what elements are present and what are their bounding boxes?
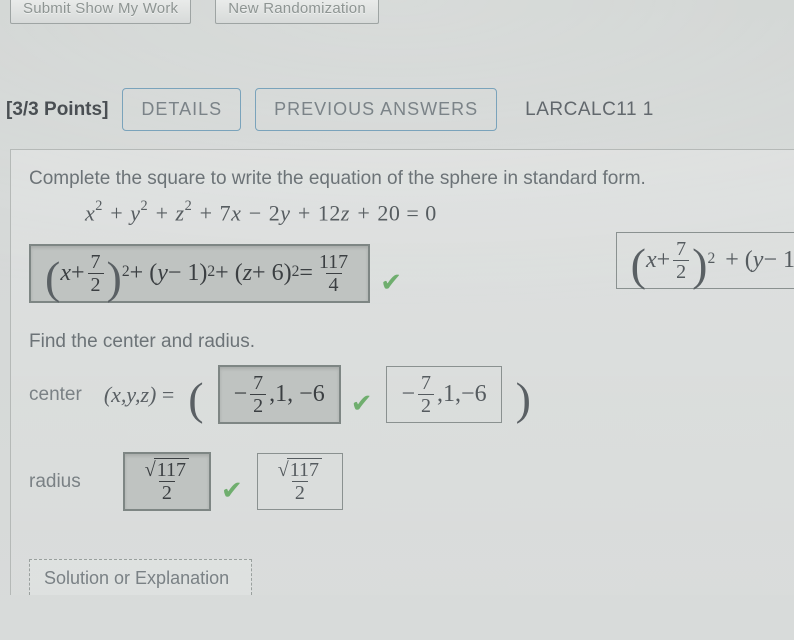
points-label: [3/3 Points] (6, 99, 108, 121)
check-icon: ✔ (351, 388, 373, 419)
center-label: center (29, 384, 82, 406)
question-panel: Complete the square to write the equatio… (10, 149, 794, 595)
standard-form-row: ( x + 72 )2 + (y − 1)2 + (z + 6)2 = 1174… (29, 244, 794, 303)
question-prompt: Complete the square to write the equatio… (29, 168, 794, 190)
center-answer[interactable]: −72,1, −6 (218, 365, 341, 424)
radius-answer[interactable]: 117 2 (123, 452, 211, 511)
check-icon: ✔ (380, 267, 402, 298)
previous-answers-button[interactable]: PREVIOUS ANSWERS (255, 88, 497, 131)
source-reference: LARCALC11 1 (525, 99, 654, 121)
new-randomization-button[interactable]: New Randomization (215, 0, 379, 24)
submit-show-work-button[interactable]: Submit Show My Work (10, 0, 191, 24)
center-row: center (x,y,z) = ( −72,1, −6 ✔ −72, 1, −… (29, 365, 794, 424)
question-header: [3/3 Points] DETAILS PREVIOUS ANSWERS LA… (0, 88, 794, 131)
standard-form-answer[interactable]: ( x + 72 )2 + (y − 1)2 + (z + 6)2 = 1174 (29, 244, 370, 303)
check-icon: ✔ (221, 475, 243, 506)
center-preview: −72, 1, −6 (386, 366, 501, 423)
radius-label: radius (29, 471, 81, 493)
given-equation: x2 + y2 + z2 + 7x − 2y + 12z + 20 = 0 (85, 200, 794, 226)
radius-row: radius 117 2 ✔ 117 2 (29, 452, 794, 511)
details-button[interactable]: DETAILS (122, 88, 241, 131)
radius-preview: 117 2 (257, 453, 343, 510)
sub-prompt: Find the center and radius. (29, 331, 794, 353)
solution-explanation-header[interactable]: Solution or Explanation (29, 559, 252, 595)
standard-form-preview: ( x + 72 )2 + (y − 1 (616, 232, 794, 289)
